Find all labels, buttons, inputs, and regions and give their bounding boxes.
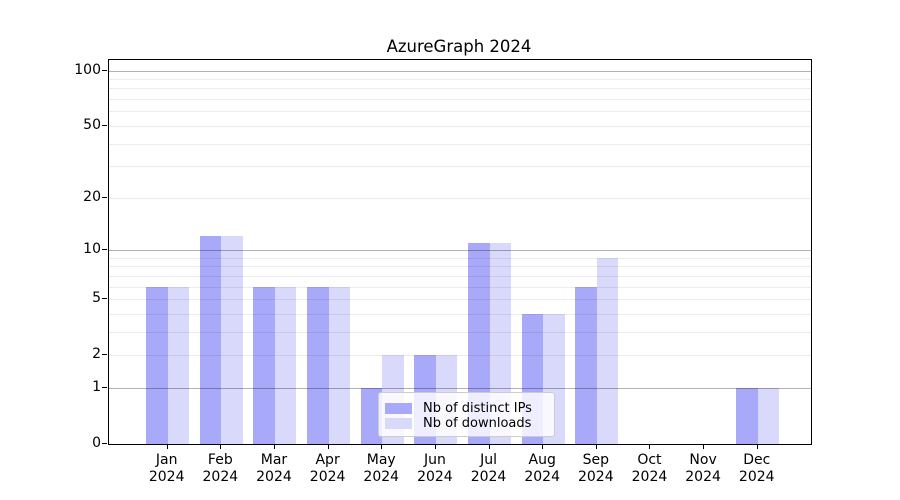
x-tick-label: Sep 2024 [577,452,614,485]
minor-gridline [109,313,811,315]
x-tick-label: May 2024 [363,452,400,485]
y-tick-label: 0 [92,435,101,451]
bar-distinct-ips [360,387,383,444]
minor-gridline [109,143,811,145]
x-tick-mark [273,444,275,449]
legend-swatch-downloads [385,418,412,429]
x-tick-mark [434,444,436,449]
x-tick-mark [703,444,705,449]
legend: Nb of distinct IPs Nb of downloads [378,392,555,437]
x-tick-label: Feb 2024 [202,452,239,485]
legend-swatch-distinct-ips [385,403,412,414]
x-tick-label: Mar 2024 [256,452,292,485]
x-tick-label: Dec 2024 [738,452,775,485]
minor-gridline [109,257,811,259]
legend-item: Nb of downloads [385,416,554,431]
x-tick-mark [649,444,651,449]
y-tick-mark [102,443,107,444]
bar-distinct-ips [736,387,758,444]
minor-gridline [109,266,811,268]
x-tick-label: Jul 2024 [470,452,507,485]
x-tick-label: Aug 2024 [524,452,560,485]
bar-downloads [274,286,297,444]
y-tick-mark [102,248,107,250]
chart-title: AzureGraph 2024 [386,37,532,56]
y-tick-label: 1 [92,378,101,395]
minor-gridline [109,125,811,127]
bar-distinct-ips [199,236,222,444]
x-tick-label: Jan 2024 [148,452,185,485]
major-gridline [109,249,811,251]
y-tick-label: 20 [83,188,101,205]
y-tick-mark [102,298,107,300]
x-tick-mark [220,444,222,449]
legend-label: Nb of distinct IPs [423,401,532,416]
y-tick-mark [102,124,107,126]
minor-gridline [109,299,811,301]
y-tick-label: 5 [92,290,101,307]
minor-gridline [109,286,811,288]
minor-gridline [109,99,811,101]
x-tick-label: Jun 2024 [417,452,453,485]
minor-gridline [109,197,811,199]
y-tick-label: 100 [74,61,101,78]
minor-gridline [109,111,811,113]
x-tick-mark [327,444,329,449]
x-tick-mark [756,444,758,449]
y-tick-mark [102,196,107,198]
x-tick-mark [595,444,597,449]
x-tick-mark [166,444,168,449]
bar-distinct-ips [575,286,597,444]
minor-gridline [109,166,811,168]
bar-distinct-ips [307,286,329,444]
x-tick-label: Apr 2024 [309,452,346,485]
x-tick-mark [488,444,490,449]
bar-downloads [596,257,619,444]
x-tick-label: Nov 2024 [685,452,721,485]
y-tick-mark [102,69,107,71]
major-gridline [109,387,811,389]
x-tick-label: Oct 2024 [631,452,668,485]
y-tick-label: 10 [83,240,101,257]
x-tick-mark [542,444,544,449]
minor-gridline [109,79,811,81]
bar-downloads [757,387,780,444]
minor-gridline [109,88,811,90]
minor-gridline [109,331,811,333]
x-tick-mark [381,444,383,449]
legend-item: Nb of distinct IPs [385,401,554,416]
y-tick-mark [102,386,107,388]
bar-distinct-ips [146,286,168,444]
bar-downloads [167,286,190,444]
major-gridline [109,70,811,72]
legend-label: Nb of downloads [423,416,532,431]
plot-area [108,59,812,445]
bar-distinct-ips [253,286,275,444]
bar-downloads [221,236,243,444]
bar-downloads [328,286,351,444]
y-tick-label: 2 [92,346,101,363]
gridlines-layer [109,60,811,444]
minor-gridline [109,355,811,357]
minor-gridline [109,275,811,277]
y-tick-label: 50 [83,116,101,133]
y-tick-mark [102,354,107,356]
